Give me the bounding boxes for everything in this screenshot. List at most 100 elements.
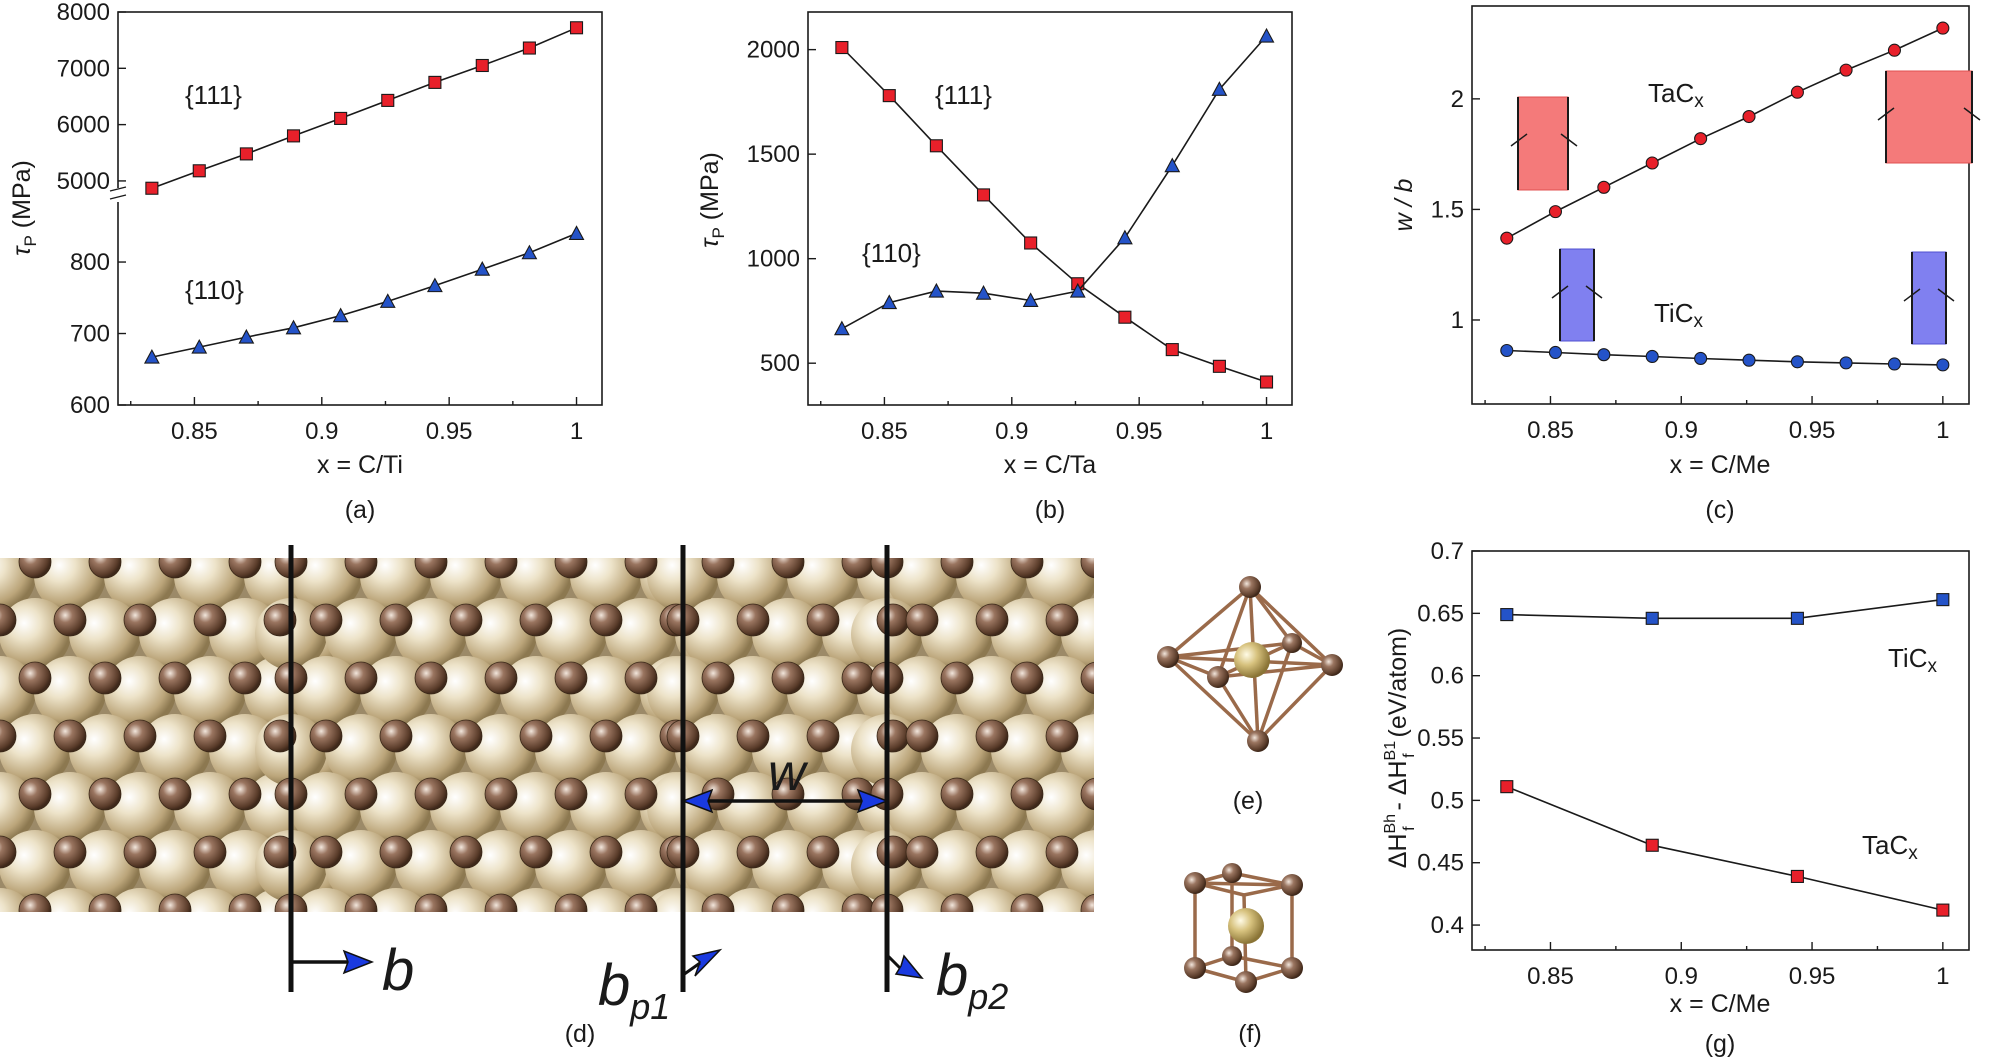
metal-atom bbox=[69, 946, 141, 1018]
carbon-atom bbox=[940, 777, 974, 811]
metal-atom bbox=[752, 598, 824, 670]
data-point bbox=[143, 348, 160, 364]
panel-label-d: (d) bbox=[565, 1020, 596, 1048]
y-tick-label: 5000 bbox=[57, 168, 110, 195]
metal-atom bbox=[465, 946, 537, 1018]
carbon-atom bbox=[344, 777, 378, 811]
carbon-atom bbox=[450, 488, 482, 520]
metal-atom bbox=[605, 598, 677, 670]
metal-atom bbox=[430, 772, 502, 844]
carbon-atom bbox=[660, 952, 692, 984]
data-point bbox=[1259, 375, 1274, 389]
carbon-atom bbox=[1010, 777, 1044, 811]
metal-atom bbox=[325, 598, 397, 670]
carbon-atom bbox=[1222, 863, 1242, 883]
metal-atom bbox=[956, 558, 1028, 612]
carbon-atom bbox=[1010, 893, 1044, 912]
data-point bbox=[1500, 343, 1514, 358]
x-tick-label: 0.9 bbox=[1665, 963, 1698, 990]
y-axis-label: w / b bbox=[1390, 179, 1418, 232]
carbon-atom bbox=[88, 558, 122, 579]
panel-a: 0.85 0.9 0.95 1 5000 6000 7000 8000 600 700 800 {… bbox=[8, 0, 603, 524]
data-point bbox=[1069, 282, 1086, 298]
carbon-atom bbox=[484, 777, 518, 811]
x-tick-label: 1 bbox=[1936, 417, 1949, 444]
data-point bbox=[1500, 231, 1514, 245]
metal-atom bbox=[789, 888, 857, 912]
metal-atom bbox=[395, 598, 467, 670]
carbon-atom bbox=[667, 488, 699, 520]
y-tick-label: 0.45 bbox=[1417, 850, 1464, 877]
metal-atom bbox=[535, 714, 607, 786]
carbon-atom bbox=[0, 835, 17, 869]
carbon-atom bbox=[554, 893, 588, 912]
data-point bbox=[1742, 353, 1756, 367]
data-point bbox=[833, 320, 850, 336]
carbon-atom bbox=[449, 603, 483, 637]
data-point bbox=[192, 164, 206, 178]
data-point bbox=[1024, 236, 1038, 250]
carbon-atom bbox=[263, 603, 297, 637]
series-label-tic: TiCx bbox=[1654, 298, 1703, 332]
data-point bbox=[1645, 611, 1659, 625]
series-line-TaC bbox=[1506, 27, 1944, 239]
carbon-atom bbox=[414, 777, 448, 811]
data-point bbox=[881, 294, 898, 310]
carbon-atom bbox=[554, 661, 588, 695]
axis-break-marker bbox=[108, 186, 128, 202]
carbon-atom bbox=[484, 558, 518, 579]
carbon-atom bbox=[807, 952, 839, 984]
carbon-atom bbox=[771, 558, 805, 579]
carbon-atom bbox=[88, 893, 122, 912]
metal-atom bbox=[570, 656, 642, 728]
x-tick-label: 0.9 bbox=[1665, 417, 1698, 444]
data-point bbox=[475, 58, 489, 73]
data-point bbox=[428, 75, 442, 89]
carbon-atom bbox=[1247, 730, 1269, 752]
carbon-atom bbox=[876, 835, 910, 869]
series-label-tac: TaCx bbox=[1862, 830, 1918, 864]
data-point bbox=[1597, 348, 1611, 362]
y-axis-label: τP (MPa) bbox=[8, 160, 40, 256]
carbon-atom bbox=[905, 603, 939, 637]
metal-atom bbox=[430, 656, 502, 728]
data-point bbox=[1887, 357, 1901, 371]
data-point bbox=[334, 111, 348, 125]
carbon-atom bbox=[806, 719, 840, 753]
carbon-atom bbox=[905, 719, 939, 753]
metal-atom bbox=[176, 888, 244, 912]
metal-atom bbox=[1026, 558, 1094, 612]
metal-atom bbox=[752, 830, 824, 902]
carbon-atom bbox=[1235, 971, 1257, 993]
data-point bbox=[145, 181, 159, 195]
x-tick-label: 0.85 bbox=[171, 418, 218, 445]
carbon-atom bbox=[624, 777, 658, 811]
metal-atom bbox=[0, 598, 71, 670]
data-point bbox=[191, 338, 208, 354]
carbon-atom bbox=[736, 719, 770, 753]
metal-atom bbox=[605, 714, 677, 786]
carbon-atom bbox=[589, 603, 623, 637]
plot-frame-c bbox=[1471, 5, 1970, 405]
series-line-TiC bbox=[1506, 598, 1943, 620]
carbon-atom bbox=[450, 952, 482, 984]
carbon-atom bbox=[228, 661, 262, 695]
data-point bbox=[1500, 608, 1514, 622]
data-point bbox=[1164, 157, 1181, 173]
panel-label-e: (e) bbox=[1233, 787, 1264, 815]
y-tick-label: 0.5 bbox=[1431, 787, 1464, 814]
data-point bbox=[379, 293, 396, 308]
data-point bbox=[521, 244, 538, 260]
metal-atom bbox=[787, 558, 859, 612]
x-tick-label: 0.95 bbox=[1789, 417, 1836, 444]
carbon-atom bbox=[228, 558, 262, 579]
metal-atom bbox=[956, 656, 1028, 728]
carbon-atom bbox=[975, 835, 1009, 869]
x-tick-label: 0.9 bbox=[305, 418, 338, 445]
metal-atom bbox=[430, 558, 502, 612]
bp2-label: bp2 bbox=[936, 943, 1008, 1017]
series-line-TiC bbox=[1506, 349, 1943, 366]
x-axis-label: x = C/Me bbox=[1670, 451, 1771, 479]
plot-frame-a bbox=[117, 11, 603, 406]
carbon-atom bbox=[771, 893, 805, 912]
